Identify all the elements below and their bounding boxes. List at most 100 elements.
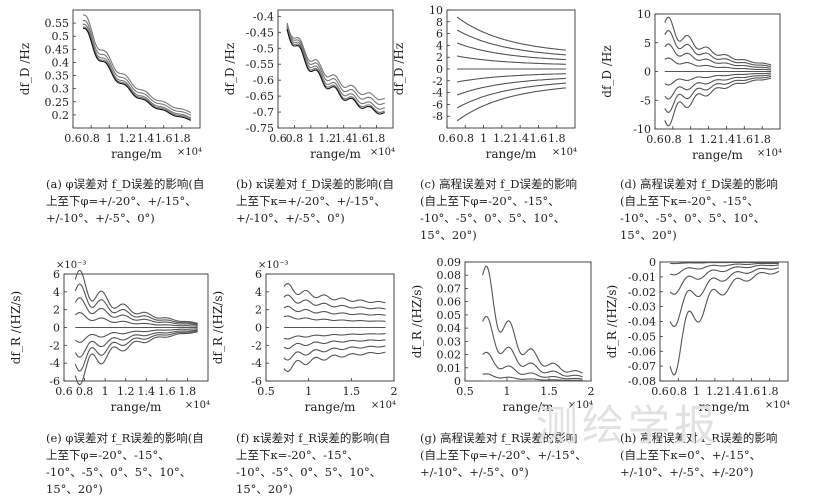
series-line [74,331,198,386]
y-tick-label: 6 [436,28,443,41]
figure-caption: 15°、20°) [236,482,293,496]
series-line [283,345,386,361]
series-line [283,294,386,310]
x-exponent: ×10⁴ [765,400,790,411]
series-line [456,16,566,51]
x-axis-label: range/m [692,148,743,162]
x-tick-label: 0.6 [269,132,287,145]
x-tick-label: 1.5 [540,385,558,398]
y-exponent: ×10⁻³ [56,260,86,271]
x-exponent: ×10⁴ [370,147,395,158]
y-tick-label: 5 [644,37,651,50]
series-line [74,312,198,327]
axes-frame [659,261,789,382]
y-tick-label: -0.5 [253,42,274,55]
y-tick-label: -0.03 [628,301,656,314]
x-tick-label: 1 [305,385,312,398]
y-tick-label: -0.08 [628,375,656,388]
figure-caption: -10°、-5°、0°、5°、10°、 [620,211,765,225]
x-exponent: ×10⁴ [757,148,782,159]
y-tick-label: 8 [436,16,443,29]
axes-frame [72,9,201,129]
figure-caption: -10°、-5°、0°、5°、10°、 [236,465,381,479]
series-line [286,28,385,115]
watermark: 测绘学报 [536,401,721,450]
x-tick-label: 1 [307,132,314,145]
y-tick-label: 0.25 [45,96,70,109]
x-tick-label: 1.4 [335,132,353,145]
y-tick-label: -0.06 [628,345,656,358]
series-line [664,74,772,100]
y-tick-label: 4 [436,39,443,52]
y-tick-label: -10 [633,123,651,136]
y-tick-label: 0.5 [52,30,70,43]
figure-caption: (自上至下φ=-20°、-15°、 [420,194,560,208]
y-tick-label: -4 [251,357,262,370]
series-line [457,55,566,65]
series-line [456,42,566,61]
series-line [669,264,779,295]
x-axis-label: range/m [699,400,750,414]
x-exponent: ×10⁴ [185,400,210,411]
x-tick-label: 0.6 [64,132,82,145]
y-tick-label: 4 [53,286,60,299]
series-line [74,330,198,372]
series-line [482,351,583,380]
x-tick-label: 1.8 [753,133,771,146]
y-tick-label: -2 [432,75,443,88]
x-axis-label: range/m [503,400,554,414]
y-tick-label: -0.07 [628,360,656,373]
y-tick-label: 0 [255,322,262,335]
y-tick-label: 0.45 [45,43,70,56]
x-exponent: ×10⁴ [371,400,396,411]
figure-caption: 15°、20°) [620,228,677,242]
series-line [286,24,385,105]
y-tick-label: 0.06 [437,296,462,309]
figure-caption: 上至下φ=-20°、-15°、 [46,448,170,462]
x-tick-label: 1 [693,385,700,398]
y-tick-label: 0 [53,322,60,335]
figure-caption: (h) 高程误差对 f_R误差的影响 [620,431,777,445]
x-tick-label: 1 [687,133,694,146]
y-axis-label: df_R /(HZ/s) [9,291,23,364]
y-tick-label: 0.09 [437,256,462,269]
y-tick-label: -0.05 [628,330,656,343]
y-tick-label: 0 [436,63,443,76]
x-tick-label: 1 [480,132,487,145]
x-exponent: ×10⁴ [568,400,593,411]
y-axis-label: df_R /(HZ/s) [605,285,619,358]
x-tick-label: 0.8 [457,132,475,145]
x-tick-label: 2 [391,385,398,398]
x-tick-label: 1.6 [351,132,369,145]
x-tick-label: 1.4 [724,385,742,398]
x-tick-label: 0.6 [55,385,73,398]
x-tick-label: 1.6 [743,385,761,398]
figure-caption: -10°、-5°、0°、5°、10°、 [46,465,191,479]
y-tick-label: -0.65 [246,90,274,103]
figure-caption: +/-10°、+/-5°、0°) [420,465,529,479]
chart-a: 0.6 0.8 1 1.2 1.4 1.6 1.8 0.20.250.30.350.40.45… [18,9,204,225]
series-line [670,261,779,265]
series-line [82,14,192,114]
series-line [664,77,772,127]
series-line [283,305,386,316]
y-tick-label: -2 [49,339,60,352]
y-axis-label: df_R /(HZ/s) [211,291,225,364]
chart-f: 0.5 1 1.5 2 6 4 2 0 -2 -4 -6 range/m ×10⁴ ×10⁻³ df_R /… [211,260,398,496]
series-line [664,30,772,68]
x-exponent: ×10⁴ [177,147,202,158]
figure-caption: (自上至下κ=-20°、-15°、 [620,194,759,208]
y-tick-label: -0.4 [253,10,274,23]
y-tick-label: -0.01 [628,271,656,284]
chart-d: 0.6 0.8 1 1.2 1.4 1.6 1.8 10 5 0 -5 -10 range/m ×10⁴ d… [600,8,782,242]
y-tick-label: -4 [49,357,60,370]
x-tick-label: 1.5 [343,385,361,398]
series-line [664,57,772,71]
series-line [286,27,385,113]
figure-caption: 上至下κ=+/-20°、+/-15°、 [236,194,386,208]
y-tick-label: 4 [255,286,262,299]
y-tick-label: 0.04 [437,322,462,335]
y-tick-label: 0.03 [437,335,462,348]
